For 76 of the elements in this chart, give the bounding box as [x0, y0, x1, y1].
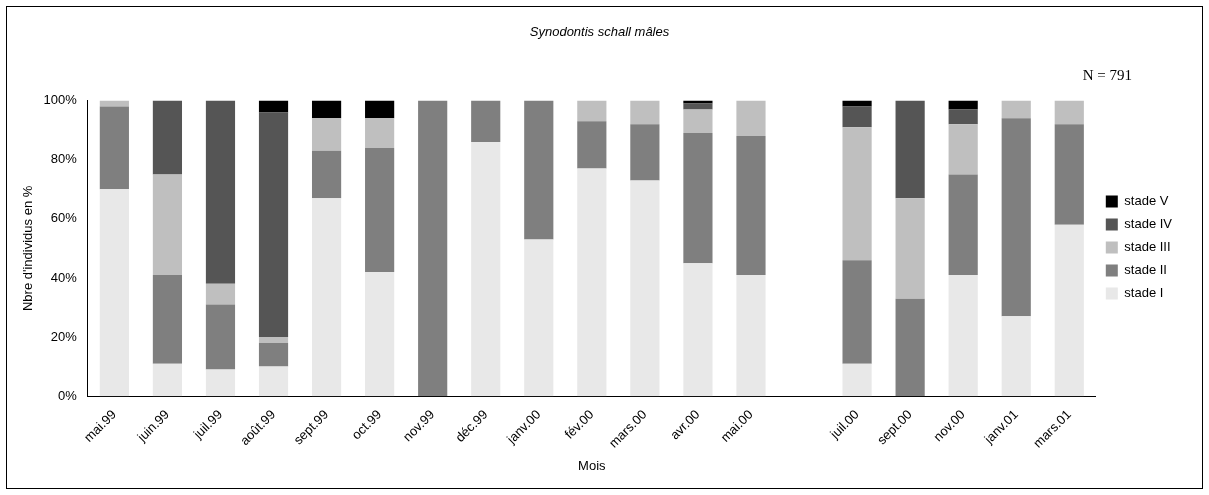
bar [842, 260, 872, 364]
y-axis-title: Nbre d'individus en % [20, 185, 36, 312]
legend-label: stade III [1124, 239, 1171, 255]
bar [311, 198, 342, 397]
bar [205, 369, 236, 397]
bar [258, 366, 289, 397]
bar [683, 263, 713, 397]
bar [471, 141, 501, 397]
bar [152, 174, 183, 275]
bar [99, 106, 129, 190]
x-axis-title: Mois [578, 457, 607, 473]
bar [948, 174, 978, 275]
bar [736, 274, 766, 397]
bar [683, 100, 713, 104]
bar [948, 109, 978, 125]
bar [1001, 118, 1031, 317]
bar [1001, 100, 1031, 119]
bar [842, 127, 872, 261]
y-tick-label: 40% [50, 269, 78, 285]
bar [311, 100, 342, 119]
bar [577, 121, 607, 169]
bar [630, 124, 660, 181]
y-tick-label: 20% [50, 328, 78, 344]
bar [895, 100, 925, 199]
bar [365, 147, 395, 273]
bar [205, 100, 236, 284]
bar [842, 363, 872, 397]
bar [842, 100, 872, 107]
y-tick-label: 100% [43, 92, 78, 108]
y-tick-label: 0% [58, 387, 78, 403]
bar [258, 100, 289, 113]
bar [365, 118, 395, 148]
legend-label: stade IV [1124, 216, 1173, 232]
bar [99, 189, 129, 397]
bar [948, 274, 978, 397]
bar [258, 337, 289, 343]
bar [736, 136, 766, 275]
bar [683, 133, 713, 264]
bar [152, 363, 183, 397]
bar [630, 180, 660, 397]
legend-label: stade V [1124, 193, 1169, 209]
bar [205, 283, 236, 305]
bar [205, 304, 236, 370]
bar [630, 100, 660, 125]
bar [736, 100, 766, 137]
bar [258, 112, 289, 338]
y-tick-label: 80% [50, 151, 78, 167]
bar [895, 298, 925, 397]
bar [99, 100, 129, 107]
bar [524, 100, 554, 240]
legend-label: stade II [1124, 262, 1167, 278]
bar [577, 168, 607, 397]
bar [1054, 100, 1084, 125]
bar [683, 109, 713, 134]
bar [1054, 224, 1084, 397]
y-tick-label: 60% [50, 210, 78, 226]
bar [418, 100, 448, 397]
bar [842, 106, 872, 128]
bar [1054, 124, 1084, 225]
text: N = 791 [1082, 67, 1132, 84]
bar [471, 100, 501, 142]
bar [152, 100, 183, 175]
bar [311, 118, 342, 151]
chart-title: Synodontis schall mâles [529, 24, 670, 40]
bar [365, 100, 395, 119]
bar [948, 100, 978, 110]
bar [948, 124, 978, 175]
bar [895, 198, 925, 299]
bar [365, 272, 395, 397]
bar [577, 100, 607, 122]
bar [1001, 316, 1031, 397]
legend-label: stade I [1124, 285, 1164, 301]
bar [524, 239, 554, 397]
bar [311, 150, 342, 199]
bar [152, 274, 183, 364]
bar [258, 342, 289, 367]
